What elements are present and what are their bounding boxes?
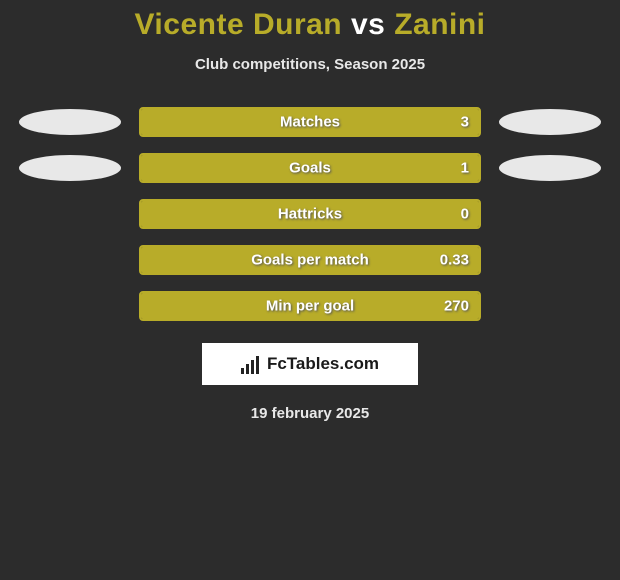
- bars-list: Matches 3 Goals 1 Hattricks 0 Goals per match 0…: [0, 107, 620, 321]
- stats-comparison-card: Vicente Duran vs Zanini Club competition…: [0, 0, 620, 422]
- subtitle: Club competitions, Season 2025: [0, 56, 620, 73]
- stat-value: 0.33: [440, 252, 469, 269]
- stat-label: Min per goal: [266, 298, 354, 315]
- spacer: [507, 201, 609, 227]
- stat-bar: Min per goal 270: [139, 291, 481, 321]
- spacer: [11, 293, 113, 319]
- date-label: 19 february 2025: [0, 405, 620, 422]
- stat-value: 3: [461, 114, 469, 131]
- spacer: [507, 247, 609, 273]
- stat-label: Goals: [289, 160, 331, 177]
- player-left-marker: [19, 109, 121, 135]
- stat-value: 1: [461, 160, 469, 177]
- branding-text: FcTables.com: [267, 354, 379, 374]
- compare-row: Goals per match 0.33: [0, 245, 620, 275]
- stat-value: 270: [444, 298, 469, 315]
- stat-bar: Goals per match 0.33: [139, 245, 481, 275]
- spacer: [11, 201, 113, 227]
- compare-row: Goals 1: [0, 153, 620, 183]
- bar-chart-icon: [241, 354, 261, 374]
- spacer: [507, 293, 609, 319]
- spacer: [11, 247, 113, 273]
- compare-row: Hattricks 0: [0, 199, 620, 229]
- branding-badge: FcTables.com: [202, 343, 418, 385]
- compare-row: Min per goal 270: [0, 291, 620, 321]
- stat-bar: Goals 1: [139, 153, 481, 183]
- player-right-marker: [499, 109, 601, 135]
- title-vs: vs: [342, 8, 394, 41]
- page-title: Vicente Duran vs Zanini: [0, 8, 620, 42]
- compare-row: Matches 3: [0, 107, 620, 137]
- stat-value: 0: [461, 206, 469, 223]
- player-right-marker: [499, 155, 601, 181]
- player-left-name: Vicente Duran: [134, 8, 342, 41]
- stat-label: Hattricks: [278, 206, 342, 223]
- player-left-marker: [19, 155, 121, 181]
- stat-label: Goals per match: [251, 252, 369, 269]
- stat-bar: Hattricks 0: [139, 199, 481, 229]
- stat-bar: Matches 3: [139, 107, 481, 137]
- stat-label: Matches: [280, 114, 340, 131]
- player-right-name: Zanini: [394, 8, 485, 41]
